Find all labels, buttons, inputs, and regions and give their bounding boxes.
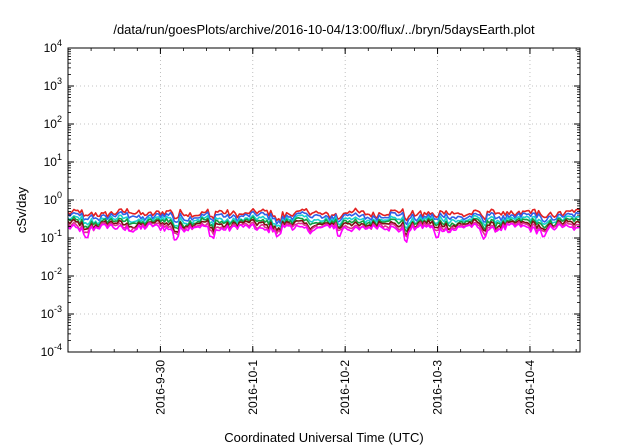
y-tick-label: 103 [44, 76, 62, 93]
series-lines [67, 207, 581, 243]
x-tick-label: 2016-10-1 [246, 360, 260, 415]
y-tick-label: 10-1 [41, 228, 62, 245]
series-line-7 [67, 222, 581, 243]
series-line-1 [67, 207, 581, 223]
y-tick-label: 102 [44, 114, 62, 131]
series-line-2 [67, 210, 581, 226]
x-tick-label: 2016-10-4 [523, 360, 537, 415]
x-tick-label: 2016-9-30 [153, 360, 167, 415]
chart-title: /data/run/goesPlots/archive/2016-10-04/1… [113, 22, 535, 37]
y-tick-label: 104 [44, 38, 62, 55]
y-tick-label: 100 [44, 190, 62, 207]
series-line-3 [67, 214, 581, 229]
y-tick-label: 10-3 [41, 304, 62, 321]
x-tick-label: 2016-10-2 [338, 360, 352, 415]
y-tick-label: 101 [44, 152, 62, 169]
y-tick-labels: 10-4 10-3 10-2 10-1 100 101 102 103 104 [41, 38, 62, 359]
x-axis-label: Coordinated Universal Time (UTC) [224, 430, 423, 445]
axis-ticks [67, 47, 580, 353]
y-tick-label: 10-4 [41, 342, 62, 359]
y-tick-label: 10-2 [41, 266, 62, 283]
x-tick-label: 2016-10-3 [431, 360, 445, 415]
x-tick-labels: 2016-9-30 2016-10-1 2016-10-2 2016-10-3 2016… [153, 360, 537, 415]
y-axis-label: cSv/day [14, 186, 29, 233]
grid [68, 48, 580, 352]
